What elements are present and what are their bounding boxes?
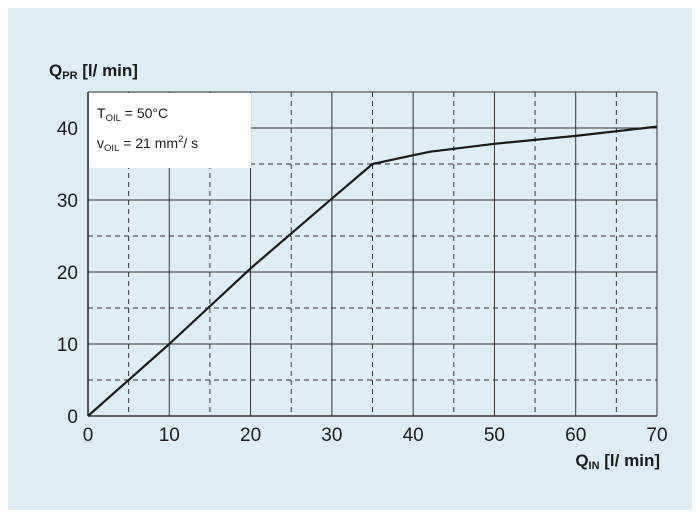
x-tick-label: 60 <box>565 425 586 446</box>
oil-viscosity-label: vOIL = 21 mm2/ s <box>97 134 198 154</box>
y-axis-title: QPR [l/ min] <box>49 61 138 82</box>
x-tick-label: 30 <box>321 425 342 446</box>
flow-curve <box>87 125 658 417</box>
conditions-box <box>89 93 251 168</box>
oil-temperature-label: TOIL = 50°C <box>97 105 168 124</box>
y-tick-label: 10 <box>57 335 78 356</box>
x-tick-label: 10 <box>159 425 180 446</box>
x-axis-title: QIN [l/ min] <box>575 451 660 472</box>
x-tick-label: 50 <box>484 425 505 446</box>
y-tick-label: 30 <box>57 191 78 212</box>
x-tick-label: 20 <box>240 425 261 446</box>
y-tick-label: 20 <box>57 263 78 284</box>
y-tick-label: 0 <box>67 407 78 428</box>
y-tick-label: 40 <box>57 119 78 140</box>
x-tick-label: 70 <box>646 425 667 446</box>
x-tick-label: 0 <box>83 425 94 446</box>
x-tick-label: 40 <box>403 425 424 446</box>
